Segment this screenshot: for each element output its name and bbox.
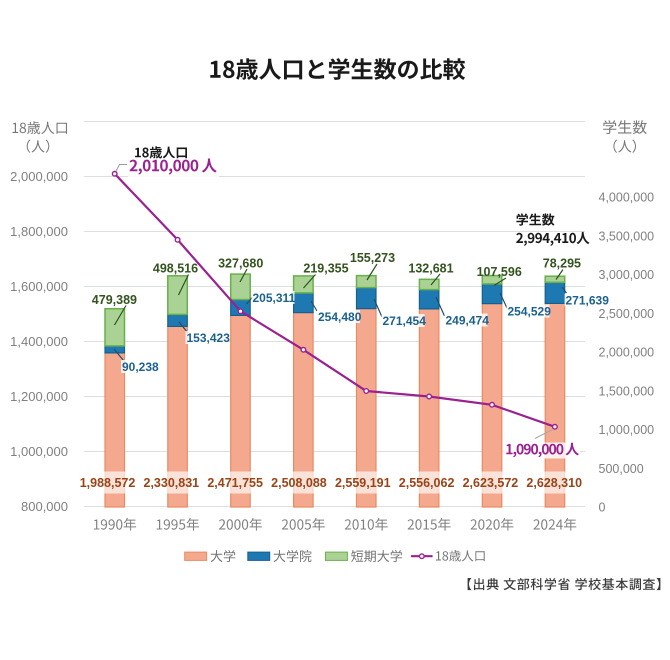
svg-text:498,516: 498,516 xyxy=(153,262,198,276)
svg-text:1,600,000: 1,600,000 xyxy=(10,279,68,294)
svg-text:1,800,000: 1,800,000 xyxy=(10,224,68,239)
svg-text:78,295: 78,295 xyxy=(543,257,581,271)
svg-text:4,000,000: 4,000,000 xyxy=(599,191,655,205)
svg-text:271,639: 271,639 xyxy=(566,294,610,308)
svg-text:2,623,572: 2,623,572 xyxy=(463,476,519,490)
svg-text:249,474: 249,474 xyxy=(446,314,490,328)
svg-text:1,988,572: 1,988,572 xyxy=(80,476,136,490)
svg-text:2,508,088: 2,508,088 xyxy=(271,476,327,490)
svg-text:1,000,000: 1,000,000 xyxy=(599,423,655,437)
svg-text:132,681: 132,681 xyxy=(408,262,453,276)
svg-text:271,454: 271,454 xyxy=(383,314,427,328)
svg-text:2,500,000: 2,500,000 xyxy=(599,307,655,321)
svg-text:155,273: 155,273 xyxy=(350,251,395,265)
svg-text:2,556,062: 2,556,062 xyxy=(399,476,455,490)
svg-text:500,000: 500,000 xyxy=(599,462,644,476)
svg-text:3,000,000: 3,000,000 xyxy=(599,268,655,282)
svg-text:327,680: 327,680 xyxy=(218,257,263,271)
svg-text:2,000,000: 2,000,000 xyxy=(599,346,655,360)
svg-text:153,423: 153,423 xyxy=(187,331,231,345)
svg-text:254,480: 254,480 xyxy=(318,310,362,324)
svg-text:479,389: 479,389 xyxy=(92,293,137,307)
svg-text:2,471,755: 2,471,755 xyxy=(207,476,263,490)
svg-text:205,311: 205,311 xyxy=(253,291,296,305)
svg-text:3,500,000: 3,500,000 xyxy=(599,229,655,243)
svg-text:1,500,000: 1,500,000 xyxy=(599,384,655,398)
svg-text:0: 0 xyxy=(599,501,606,515)
svg-text:2,330,831: 2,330,831 xyxy=(144,476,200,490)
svg-text:1,400,000: 1,400,000 xyxy=(10,334,68,349)
svg-text:1,200,000: 1,200,000 xyxy=(10,389,68,404)
svg-text:2,628,310: 2,628,310 xyxy=(526,476,582,490)
svg-text:2,000,000: 2,000,000 xyxy=(10,169,68,184)
svg-text:800,000: 800,000 xyxy=(21,499,68,514)
svg-text:219,355: 219,355 xyxy=(303,262,348,276)
svg-text:90,238: 90,238 xyxy=(122,360,159,374)
svg-text:2,559,191: 2,559,191 xyxy=(335,476,391,490)
svg-text:254,529: 254,529 xyxy=(508,305,552,319)
svg-text:107,596: 107,596 xyxy=(477,265,522,279)
svg-text:1,000,000: 1,000,000 xyxy=(10,444,68,459)
